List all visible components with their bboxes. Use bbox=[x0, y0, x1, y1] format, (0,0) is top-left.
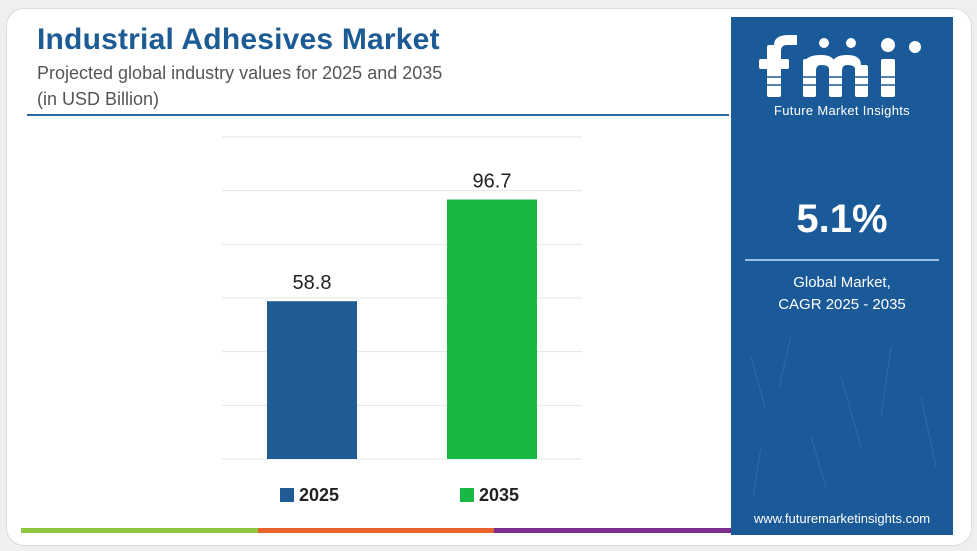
panel-texture bbox=[750, 336, 937, 498]
cagr-caption-line1: Global Market, bbox=[793, 274, 891, 291]
brand-panel: Future Market Insights 5.1% Global Marke… bbox=[731, 17, 953, 535]
cagr-value: 5.1% bbox=[796, 197, 888, 241]
legend-label-2025: 2025 bbox=[299, 485, 339, 505]
accent-strip-orange bbox=[257, 528, 495, 533]
accent-strip-purple bbox=[494, 528, 732, 533]
accent-strip bbox=[21, 528, 732, 533]
accent-strip-green bbox=[21, 528, 258, 533]
legend-swatch-2035 bbox=[460, 488, 474, 502]
brand-name: Future Market Insights bbox=[774, 103, 910, 118]
fmi-logo bbox=[759, 35, 921, 97]
bar-2025 bbox=[267, 301, 357, 459]
website-url[interactable]: www.futuremarketinsights.com bbox=[753, 511, 931, 526]
value-label-2025: 58.8 bbox=[293, 272, 332, 294]
bar-2035 bbox=[447, 199, 537, 459]
chart-subtitle: Projected global industry values for 202… bbox=[37, 63, 443, 83]
chart-legend: 2025 2035 bbox=[280, 485, 519, 505]
cagr-caption-line2: CAGR 2025 - 2035 bbox=[778, 296, 906, 313]
value-label-2035: 96.7 bbox=[473, 171, 512, 193]
title-divider bbox=[27, 114, 729, 116]
chart-card: Industrial Adhesives Market Projected gl… bbox=[6, 8, 972, 546]
legend-swatch-2025 bbox=[280, 488, 294, 502]
chart-title: Industrial Adhesives Market bbox=[37, 23, 440, 56]
chart-bars bbox=[267, 199, 537, 459]
chart-unit-label: (in USD Billion) bbox=[37, 89, 160, 109]
legend-label-2035: 2035 bbox=[479, 485, 519, 505]
bar-chart: 58.8 96.7 2025 2035 bbox=[222, 136, 582, 505]
panel-divider bbox=[745, 259, 939, 261]
chart-value-labels: 58.8 96.7 bbox=[293, 171, 512, 295]
